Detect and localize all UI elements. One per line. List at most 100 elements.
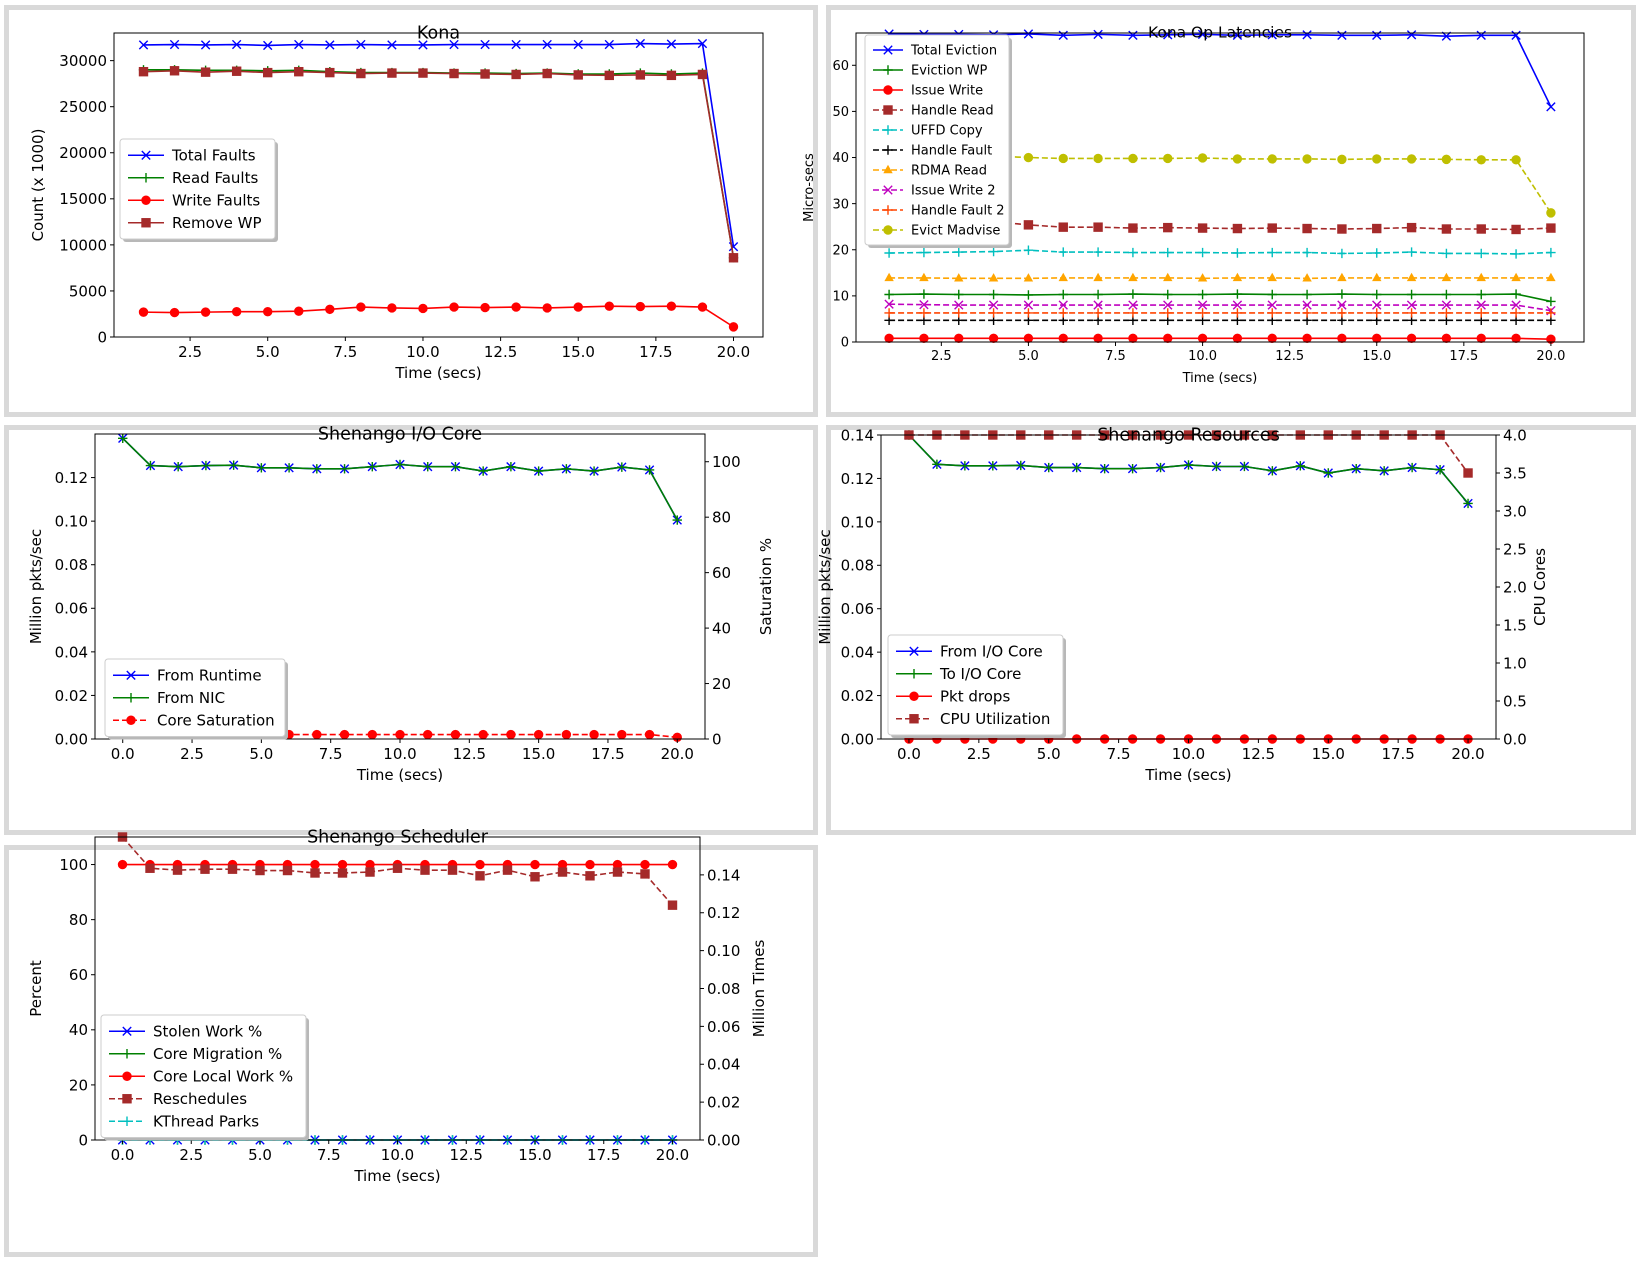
data-point-write-faults xyxy=(729,323,737,331)
data-point-evict-madvise xyxy=(1094,154,1102,162)
data-point-eviction-wp xyxy=(1511,289,1520,298)
data-point-rdma-read xyxy=(1302,273,1311,281)
legend-label: Eviction WP xyxy=(911,64,988,79)
x-tick-label: 12.5 xyxy=(484,343,517,361)
data-point-reschedules xyxy=(668,901,676,909)
y-axis-label: Million pkts/sec xyxy=(816,529,834,644)
data-point-reschedules xyxy=(256,866,264,874)
data-point-rdma-read xyxy=(989,273,998,281)
data-point-handle-fault-2 xyxy=(884,308,893,317)
y-tick-label: 0.14 xyxy=(841,426,874,444)
x-tick-label: 5.0 xyxy=(248,1146,272,1164)
data-point-write-faults xyxy=(636,302,644,310)
data-point-uffd-copy xyxy=(884,248,893,257)
data-point-handle-fault-2 xyxy=(1059,308,1068,317)
data-point-eviction-wp xyxy=(884,290,893,299)
data-point-core-local-work xyxy=(668,860,676,868)
y-tick-label: 0 xyxy=(841,336,849,351)
legend-marker xyxy=(142,196,150,204)
y-tick-label: 80 xyxy=(69,911,88,929)
data-point-handle-fault-2 xyxy=(989,308,998,317)
chart-title: Kona xyxy=(417,23,460,43)
legend-label: UFFD Copy xyxy=(911,124,983,139)
data-point-reschedules xyxy=(586,872,594,880)
y-tick-label: 20 xyxy=(69,1076,88,1094)
data-point-core-saturation xyxy=(368,730,376,738)
data-point-handle-fault-2 xyxy=(1268,308,1277,317)
data-point-rdma-read xyxy=(1511,273,1520,281)
data-point-write-faults xyxy=(512,303,520,311)
data-point-handle-fault-2 xyxy=(1198,308,1207,317)
data-point-reschedules xyxy=(531,873,539,881)
y2-tick-label: 80 xyxy=(712,509,731,527)
data-point-reschedules xyxy=(613,868,621,876)
data-point-remove-wp xyxy=(139,67,147,75)
data-point-uffd-copy xyxy=(1372,248,1381,257)
data-point-reschedules xyxy=(476,872,484,880)
data-point-write-faults xyxy=(419,304,427,312)
data-point-core-local-work xyxy=(531,860,539,868)
data-point-write-faults xyxy=(450,303,458,311)
data-point-handle-read xyxy=(1164,223,1172,231)
data-point-handle-read xyxy=(1303,224,1311,232)
y-axis-label: Percent xyxy=(27,960,45,1017)
data-point-remove-wp xyxy=(667,71,675,79)
data-point-remove-wp xyxy=(201,68,209,76)
y-tick-label: 40 xyxy=(69,1021,88,1039)
data-point-uffd-copy xyxy=(1128,248,1137,257)
chart-title: Shenango Resources xyxy=(1097,425,1280,445)
x-axis-label: Time (secs) xyxy=(353,1167,440,1185)
data-point-core-saturation xyxy=(424,730,432,738)
data-point-evict-madvise xyxy=(1512,156,1520,164)
legend-marker xyxy=(884,226,892,234)
data-point-rdma-read xyxy=(884,273,893,281)
x-tick-label: 10.0 xyxy=(381,1146,414,1164)
x-tick-label: 15.0 xyxy=(1362,349,1391,364)
legend-label: Core Saturation xyxy=(157,712,275,730)
data-point-issue-write xyxy=(1164,334,1172,342)
data-point-issue-write xyxy=(1129,334,1137,342)
data-point-core-local-work xyxy=(586,860,594,868)
data-point-core-saturation xyxy=(562,730,570,738)
series-line-issue-write xyxy=(889,338,1551,339)
y2-tick-label: 2.0 xyxy=(1503,578,1527,596)
data-point-issue-write xyxy=(920,334,928,342)
data-point-remove-wp xyxy=(512,70,520,78)
data-point-handle-fault-2 xyxy=(919,308,928,317)
data-point-reschedules xyxy=(283,866,291,874)
y-tick-label: 10000 xyxy=(59,236,107,254)
x-tick-label: 17.5 xyxy=(587,1146,620,1164)
x-tick-label: 12.5 xyxy=(1275,349,1304,364)
y-axis-label: Micro-secs xyxy=(802,153,817,222)
data-point-remove-wp xyxy=(388,69,396,77)
data-point-issue-write xyxy=(955,334,963,342)
data-point-handle-read xyxy=(1024,221,1032,229)
data-point-eviction-wp xyxy=(989,290,998,299)
y2-tick-label: 2.5 xyxy=(1503,540,1527,558)
y2-tick-label: 0.04 xyxy=(707,1056,740,1074)
data-point-core-saturation xyxy=(396,730,404,738)
x-tick-label: 20.0 xyxy=(661,745,694,763)
data-point-issue-write xyxy=(1373,334,1381,342)
data-point-rdma-read xyxy=(1024,273,1033,281)
legend-marker xyxy=(142,219,150,227)
data-point-reschedules xyxy=(228,865,236,873)
x-tick-label: 5.0 xyxy=(1037,745,1061,763)
data-point-rdma-read xyxy=(1337,273,1346,281)
data-point-handle-read xyxy=(1268,224,1276,232)
series-line-write-faults xyxy=(144,306,734,327)
y2-axis-label: Saturation % xyxy=(757,538,775,635)
data-point-handle-read xyxy=(1547,224,1555,232)
y-tick-label: 15000 xyxy=(59,190,107,208)
y-tick-label: 30 xyxy=(832,197,849,212)
y2-tick-label: 3.0 xyxy=(1503,502,1527,520)
data-point-write-faults xyxy=(481,303,489,311)
data-point-remove-wp xyxy=(698,70,706,78)
data-point-issue-write xyxy=(989,334,997,342)
data-point-uffd-copy xyxy=(1268,248,1277,257)
data-point-uffd-copy xyxy=(1337,249,1346,258)
data-point-write-faults xyxy=(139,308,147,316)
